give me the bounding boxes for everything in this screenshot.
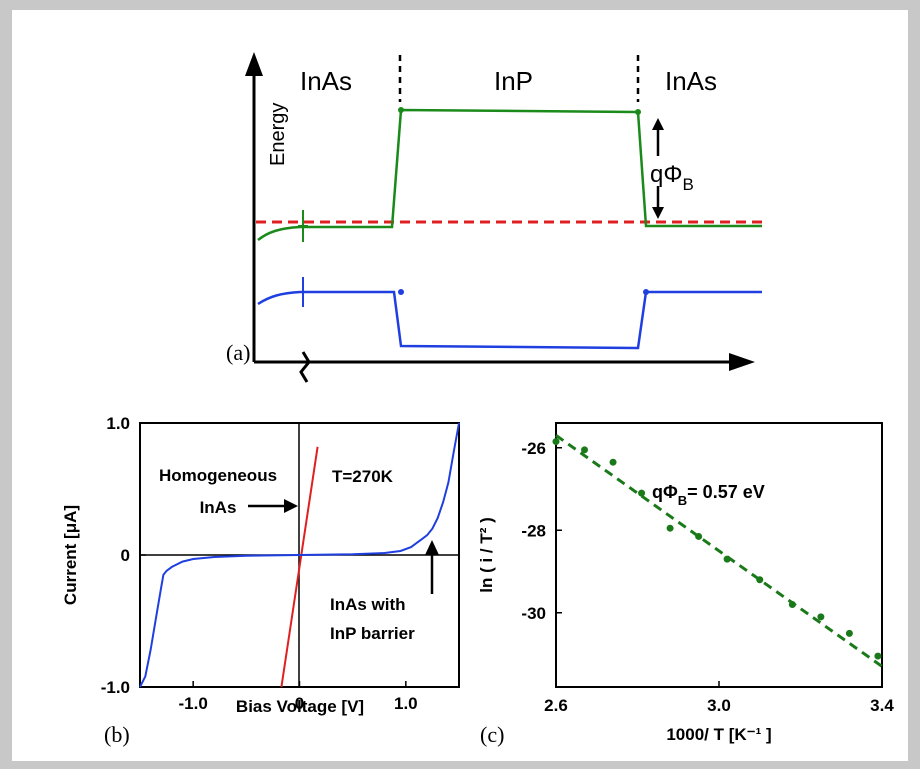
barrier-arrow-down-head — [652, 207, 664, 219]
plot-b-xtick-label: 1.0 — [394, 694, 418, 713]
region-label-inp: InP — [494, 66, 533, 96]
inp-barrier-curve — [139, 422, 460, 688]
valence-band-curve — [257, 290, 762, 350]
panel-c-arrhenius-plot: (c) 2.6 3.0 3.4 -26 -28 -30 ln ( i / T² ) 100… — [477, 422, 894, 747]
fit-line — [555, 434, 883, 668]
plot-c-ytick-label: -28 — [521, 521, 546, 540]
plot-b-series — [139, 422, 460, 688]
annotation-homogeneous-inas: InAs — [200, 498, 237, 517]
plot-c-ylabel: ln ( i / T² ) — [477, 517, 496, 593]
data-point — [666, 524, 674, 532]
activation-energy-label: qΦB= 0.57 eV — [652, 482, 765, 508]
barrier-height-label: qΦB — [650, 161, 694, 194]
valence-band-node-right — [643, 289, 649, 295]
data-point — [581, 446, 589, 454]
data-point — [788, 601, 796, 608]
valence-band-node-left — [398, 289, 404, 295]
plot-c-ticks: 2.6 3.0 3.4 -26 -28 -30 — [521, 439, 894, 715]
valence-band-spike — [298, 277, 308, 307]
data-point — [723, 555, 731, 563]
axis-break-mark — [299, 351, 311, 383]
annotation-homogeneous: Homogeneous — [159, 466, 277, 485]
plot-b-xtick-label: 0 — [295, 694, 304, 713]
plot-c-series — [552, 434, 883, 668]
annotation-barrier-arrowhead — [425, 540, 439, 555]
plot-b-ytick-label: -1.0 — [101, 678, 130, 697]
plot-c-xtick-label: 3.0 — [707, 696, 731, 715]
data-point — [817, 613, 825, 621]
annotation-homogeneous-arrowhead — [284, 499, 298, 513]
region-label-inas-left: InAs — [300, 66, 352, 96]
region-label-inas-right: InAs — [665, 66, 717, 96]
plot-b-ytick-label: 0 — [121, 546, 130, 565]
plot-c-xtick-label: 2.6 — [544, 696, 568, 715]
conduction-band-curve — [257, 108, 762, 241]
data-point — [756, 576, 764, 584]
x-axis-arrowhead — [729, 353, 755, 371]
annotation-barrier-line2: InP barrier — [330, 624, 415, 643]
barrier-arrow-up-head — [652, 118, 664, 130]
panel-label-a: (a) — [226, 340, 250, 365]
plot-c-ytick-label: -26 — [521, 439, 546, 458]
y-axis-arrowhead — [245, 52, 263, 76]
energy-axis-label: Energy — [267, 103, 289, 166]
plot-c-ytick-label: -30 — [521, 604, 546, 623]
data-point — [638, 489, 646, 497]
panel-label-c: (c) — [480, 722, 504, 747]
data-point — [874, 652, 882, 660]
panel-a-band-diagram: (a) Energy InAs InP InAs qΦB — [226, 52, 762, 383]
conduction-band-node-left — [398, 107, 404, 113]
conduction-band-node-right — [635, 109, 641, 115]
plot-b-ticks: -1.0 0 1.0 -1.0 0 1.0 — [101, 414, 418, 713]
annotation-barrier-line1: InAs with — [330, 595, 406, 614]
conduction-band-spike — [298, 210, 308, 242]
plot-b-xtick-label: -1.0 — [179, 694, 208, 713]
data-point — [609, 458, 617, 466]
plot-b-xlabel: Bias Voltage [V] — [236, 697, 364, 716]
data-point — [695, 532, 703, 540]
plot-c-xtick-label: 3.4 — [870, 696, 894, 715]
homogeneous-inas-curve — [280, 446, 319, 688]
plot-b-ytick-label: 1.0 — [106, 414, 130, 433]
annotation-temperature: T=270K — [332, 467, 394, 486]
plot-b-ylabel: Current [μA] — [61, 505, 80, 605]
panel-label-b: (b) — [104, 722, 130, 747]
data-point — [552, 438, 560, 446]
data-point — [845, 629, 853, 637]
panel-b-iv-curve: (b) -1.0 0 1.0 -1.0 0 1.0 Current [μA] Bias V… — [61, 414, 460, 747]
plot-c-xlabel: 1000/ T [K⁻¹ ] — [666, 725, 771, 744]
